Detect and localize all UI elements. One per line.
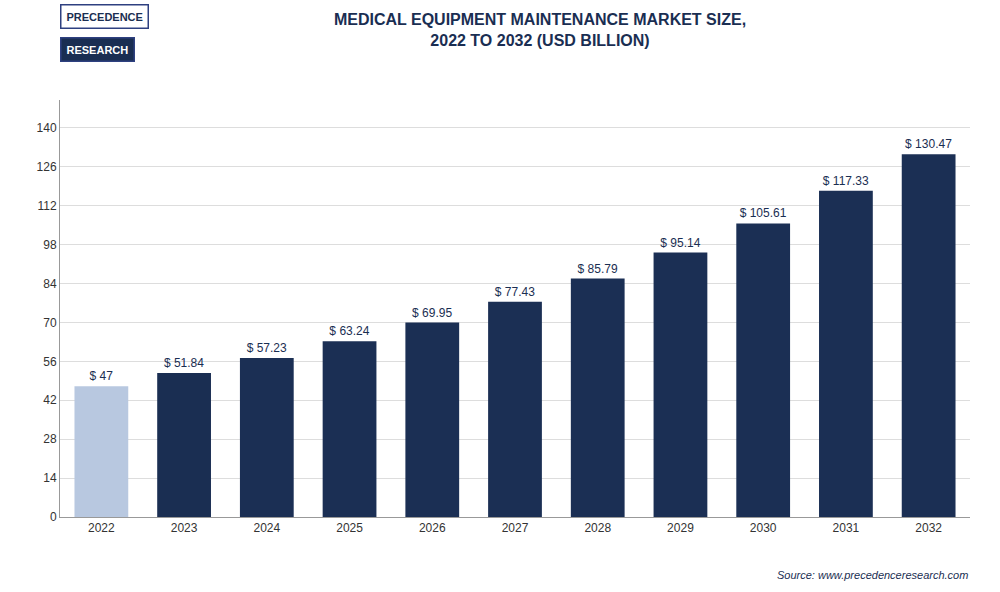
svg-text:98: 98 (43, 238, 57, 252)
svg-text:70: 70 (43, 316, 57, 330)
svg-text:$ 63.24: $ 63.24 (329, 324, 369, 338)
svg-text:RESEARCH: RESEARCH (67, 44, 129, 56)
svg-text:$ 51.84: $ 51.84 (164, 356, 204, 370)
svg-text:2022: 2022 (88, 521, 115, 535)
svg-text:2031: 2031 (833, 521, 860, 535)
svg-text:2029: 2029 (667, 521, 694, 535)
svg-text:140: 140 (37, 121, 57, 135)
svg-text:0: 0 (50, 510, 57, 524)
svg-text:$ 85.79: $ 85.79 (578, 262, 618, 276)
svg-text:2024: 2024 (253, 521, 280, 535)
svg-text:MEDICAL EQUIPMENT MAINTENANCE: MEDICAL EQUIPMENT MAINTENANCE MARKET SIZ… (334, 11, 746, 49)
svg-text:84: 84 (43, 277, 57, 291)
svg-text:$ 77.43: $ 77.43 (495, 285, 535, 299)
svg-text:112: 112 (37, 199, 56, 213)
svg-text:$ 47: $ 47 (90, 369, 114, 383)
svg-text:2027: 2027 (502, 521, 529, 535)
svg-text:126: 126 (37, 160, 57, 174)
svg-text:PRECEDENCE: PRECEDENCE (67, 11, 143, 23)
svg-text:28: 28 (43, 432, 57, 446)
svg-text:$ 57.23: $ 57.23 (247, 341, 287, 355)
svg-text:$ 95.14: $ 95.14 (660, 236, 700, 250)
svg-text:Source: www.precedenceresearch: Source: www.precedenceresearch.com (777, 569, 968, 581)
svg-text:2023: 2023 (171, 521, 198, 535)
svg-text:14: 14 (43, 471, 57, 485)
svg-text:$ 130.47: $ 130.47 (905, 137, 952, 151)
svg-text:$ 105.61: $ 105.61 (740, 206, 787, 220)
svg-text:$ 69.95: $ 69.95 (412, 306, 452, 320)
svg-text:42: 42 (43, 393, 57, 407)
svg-text:2030: 2030 (750, 521, 777, 535)
svg-text:2026: 2026 (419, 521, 446, 535)
svg-text:2032: 2032 (915, 521, 942, 535)
svg-text:2028: 2028 (584, 521, 611, 535)
svg-text:2025: 2025 (336, 521, 363, 535)
svg-text:56: 56 (43, 355, 57, 369)
svg-text:$ 117.33: $ 117.33 (823, 174, 869, 188)
